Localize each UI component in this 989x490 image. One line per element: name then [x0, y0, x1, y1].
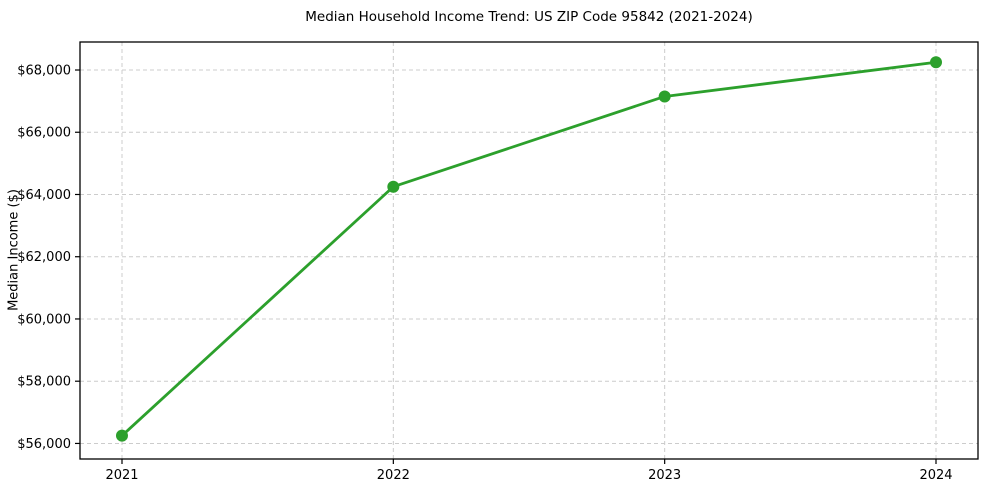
x-tick-label: 2024 [919, 468, 952, 483]
trend-line [120, 60, 938, 438]
data-point [930, 56, 942, 69]
y-tick-label: $58,000 [17, 375, 71, 390]
y-tick-label: $66,000 [17, 126, 71, 141]
y-tick-label: $68,000 [17, 64, 71, 79]
y-axis-label: Median Income ($) [6, 189, 22, 311]
plot-border [79, 41, 979, 460]
x-tick-label: 2022 [377, 468, 410, 483]
data-point [116, 429, 128, 442]
data-point [387, 180, 400, 193]
y-tick-label: $64,000 [17, 188, 71, 203]
x-tick-label: 2021 [105, 468, 138, 483]
data-point [658, 90, 671, 103]
y-tick-label: $56,000 [17, 437, 71, 452]
y-tick-label: $62,000 [17, 250, 71, 265]
y-tick-label: $60,000 [17, 312, 71, 327]
chart-title: Median Household Income Trend: US ZIP Co… [305, 9, 753, 25]
x-tick-label: 2023 [648, 468, 681, 483]
